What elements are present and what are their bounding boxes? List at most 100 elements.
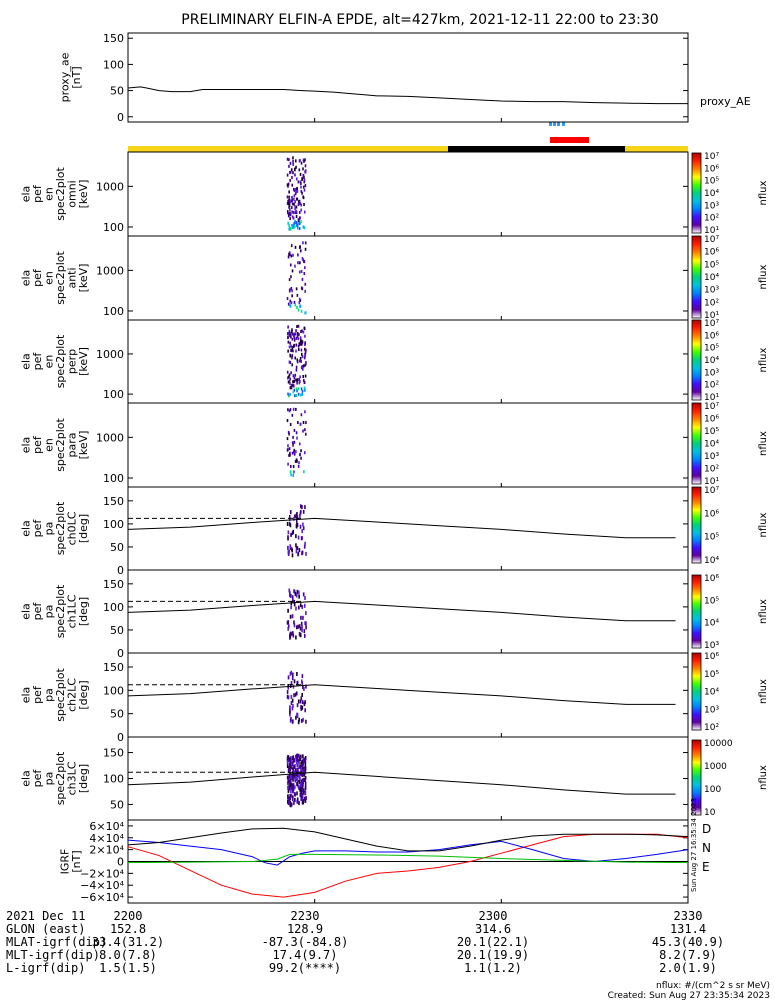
- spectrogram-pixel: [290, 244, 293, 248]
- spectrogram-pixel: [300, 456, 302, 460]
- colorbar-tick-label: 10¹: [704, 393, 719, 403]
- spectrogram-pixel: [295, 378, 297, 382]
- spectrogram-pixel: [288, 252, 290, 256]
- ylabel-line: spec2plot: [54, 751, 67, 805]
- spectrogram-pixel: [303, 203, 305, 207]
- colorbar-label: nflux: [758, 180, 769, 205]
- spectrogram-pixel: [287, 757, 290, 762]
- spectrogram-pixel: [288, 380, 291, 384]
- spectrogram-pixel: [300, 185, 302, 189]
- colorbar-label: nflux: [758, 765, 769, 790]
- spectrogram-pixel: [286, 173, 289, 177]
- ytick-label: 100: [103, 684, 124, 697]
- ylabel-line: para: [65, 433, 78, 458]
- spectrogram-pixel: [287, 550, 290, 555]
- spectrogram-pixel: [288, 158, 290, 162]
- spectrogram-pixel: [291, 198, 293, 202]
- spectrogram-pixel: [294, 767, 297, 772]
- spectrogram-pixel: [295, 215, 298, 219]
- loss-cone-line: [127, 771, 676, 795]
- spectrogram-pixel: [304, 798, 307, 803]
- spectrogram-pixel: [296, 189, 299, 193]
- spectrogram-pixel: [294, 764, 296, 769]
- spectrogram-pixel: [290, 765, 293, 770]
- footer-cell: 8.2(7.9): [659, 948, 717, 962]
- spectrogram-pixel: [301, 605, 304, 610]
- spectrogram-pixel: [292, 529, 295, 534]
- panel-frame: [127, 652, 689, 738]
- spectrogram-pixel: [286, 201, 289, 205]
- spectrogram-pixel: [289, 671, 292, 676]
- igrf-legend-D: D: [702, 822, 711, 836]
- ylabel-line: spec2plot: [54, 668, 67, 722]
- spectrogram-pixel: [286, 419, 289, 423]
- loss-cone-line: [127, 684, 676, 705]
- spectrogram-pixel: [295, 165, 297, 169]
- spectrogram-pixel: [299, 245, 301, 249]
- spectrogram-pixel: [298, 717, 301, 722]
- loss-cone-line: [127, 517, 676, 539]
- spectrogram-pixel: [299, 202, 301, 206]
- spectrogram-pixel: [295, 197, 298, 201]
- spectrogram-pixel: [293, 344, 295, 348]
- spectrogram-pixel: [304, 184, 307, 188]
- spectrogram-pixel: [301, 705, 304, 710]
- ytick-label: 100: [103, 773, 124, 786]
- spectrogram-pixel: [288, 345, 291, 349]
- spectrogram-pixel: [293, 774, 296, 779]
- spectrogram-pixel: [304, 241, 307, 245]
- spectrogram-pixel: [297, 421, 299, 425]
- spectrogram-pixel: [302, 526, 305, 531]
- spectrogram-pixel: [292, 767, 294, 772]
- footer-cell: 131.4: [670, 922, 706, 936]
- spectrogram-pixel: [305, 361, 307, 365]
- spectrogram-pixel: [288, 278, 291, 282]
- spectrogram-pixel: [296, 753, 299, 758]
- spectrogram-pixel: [289, 710, 291, 715]
- colorbar-tick-label: 10¹: [704, 311, 719, 321]
- spectrogram-pixel: [291, 202, 294, 206]
- spectrogram-pixel: [304, 762, 307, 767]
- footer-cell: 2230: [291, 909, 320, 923]
- spectrogram-pixel: [287, 797, 290, 802]
- spectrogram-pixel: [296, 770, 298, 775]
- spectrogram-pixel: [293, 470, 295, 474]
- spectrogram-pixel: [304, 758, 307, 763]
- spectrogram-pixel: [300, 705, 302, 710]
- spectrogram-pixel: [287, 214, 290, 218]
- spectrogram-pixel: [296, 306, 298, 310]
- colorbar: [691, 574, 702, 649]
- spectrogram-pixel: [288, 373, 291, 377]
- spectrogram-pixel: [294, 167, 296, 171]
- spectrogram-pixel: [289, 299, 292, 303]
- spectrogram-pixel: [295, 407, 297, 411]
- spectrogram-pixel: [303, 386, 306, 390]
- spectrogram-pixel: [293, 440, 296, 444]
- ytick-label: 0: [117, 564, 124, 577]
- spectrogram-pixel: [287, 785, 289, 790]
- spectrogram-pixel: [304, 170, 307, 174]
- spectrogram-pixel: [294, 785, 296, 790]
- spectrogram-pixel: [292, 390, 295, 394]
- spectrogram-pixel: [289, 178, 291, 182]
- ylabel-line: omni: [65, 180, 78, 207]
- ylabel-line: [deg]: [77, 764, 90, 793]
- spectrogram-pixel: [296, 703, 299, 708]
- spectrogram-pixel: [299, 375, 301, 379]
- spectrogram-pixel: [288, 514, 291, 519]
- spectrogram-pixel: [299, 249, 302, 253]
- spectrogram-pixel: [289, 510, 292, 515]
- spectrogram-pixel: [298, 297, 301, 301]
- spectrogram-pixel: [302, 522, 304, 527]
- spectrogram-pixel: [295, 190, 297, 194]
- panel-frame: [127, 151, 689, 237]
- spectrogram-pixel: [292, 783, 294, 788]
- spectrogram-pixel: [298, 200, 300, 204]
- spectrogram-pixel: [296, 459, 298, 463]
- spectrogram-pixel: [304, 766, 307, 771]
- spectrogram-pixel: [305, 684, 307, 689]
- ylabel-line: pa: [42, 522, 55, 536]
- spectrogram-pixel: [303, 686, 305, 691]
- ytick-label: 1000: [96, 264, 124, 277]
- spectrogram-pixel: [290, 694, 293, 699]
